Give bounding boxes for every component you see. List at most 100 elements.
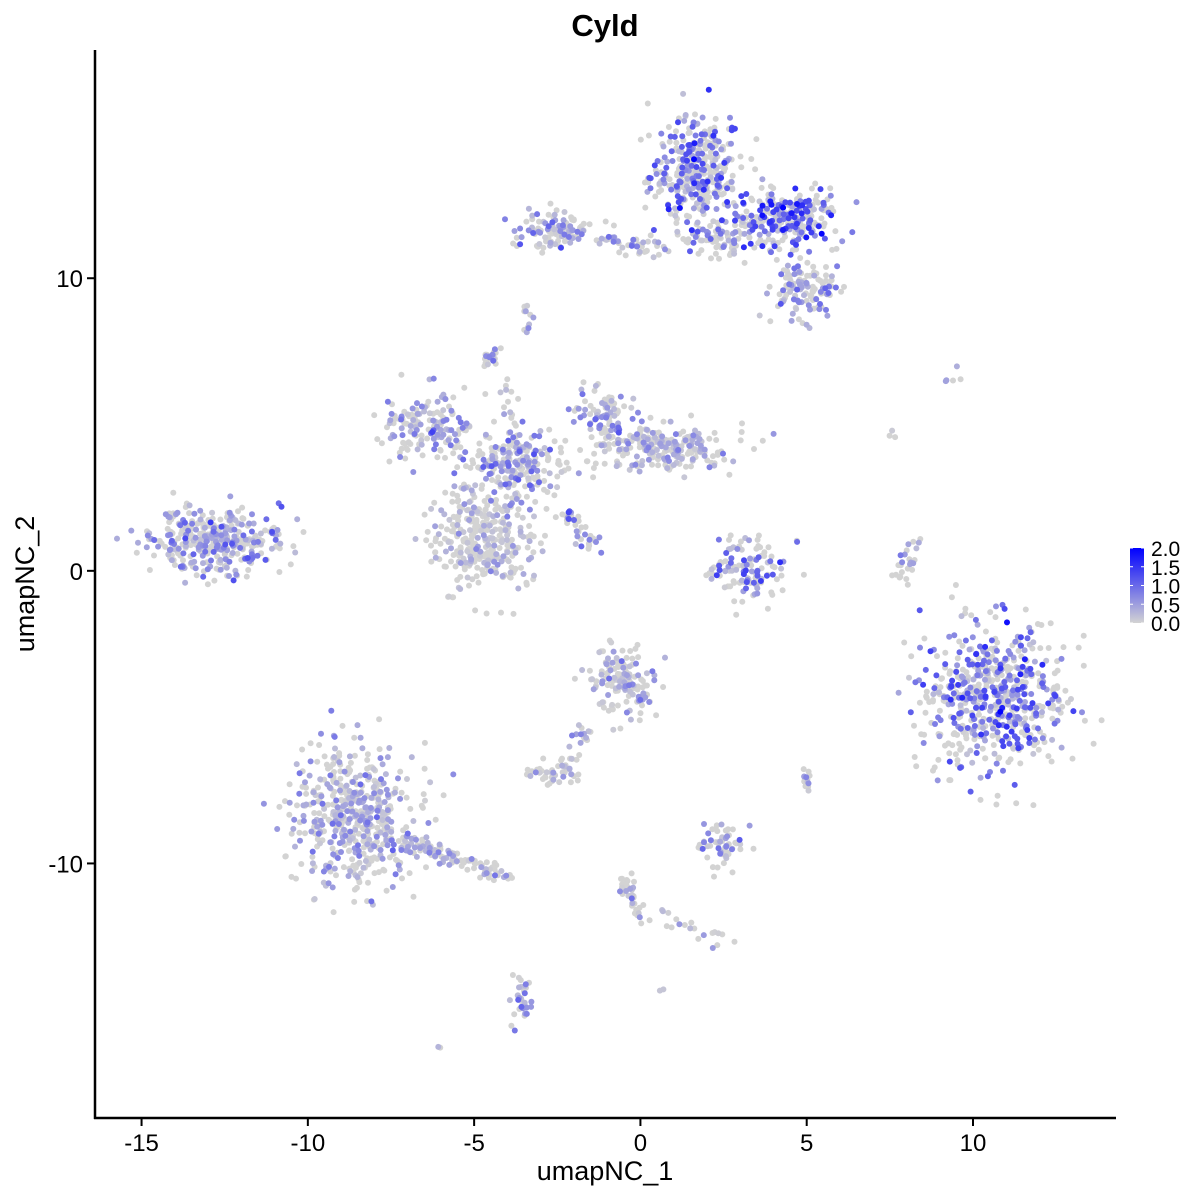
cell-point: [957, 746, 964, 753]
cell-point: [448, 407, 455, 414]
cell-point: [420, 791, 427, 798]
cell-point: [171, 562, 178, 568]
cell-point: [947, 668, 954, 675]
cell-point: [538, 451, 545, 458]
x-tick-label: -5: [463, 1130, 484, 1157]
cell-point: [586, 536, 593, 543]
cell-point: [613, 655, 620, 661]
cell-point: [650, 254, 657, 261]
cell-point: [739, 598, 746, 605]
cell-point: [146, 567, 153, 573]
cell-point: [668, 186, 675, 193]
cell-point: [754, 590, 761, 597]
cell-point: [773, 206, 780, 213]
cell-point: [551, 492, 558, 499]
cell-point: [473, 546, 480, 552]
cell-point: [722, 568, 729, 575]
cell-point: [708, 566, 715, 573]
cell-point: [519, 514, 526, 521]
cell-point: [591, 450, 598, 457]
cell-point: [582, 531, 588, 538]
cell-point: [532, 769, 539, 776]
cell-point: [277, 540, 284, 547]
cell-point: [946, 750, 953, 757]
cell-point: [1079, 709, 1085, 716]
cell-point: [569, 732, 575, 739]
cell-point: [723, 843, 730, 850]
cell-point: [226, 509, 233, 516]
cell-point: [505, 558, 512, 565]
cell-point: [953, 668, 960, 675]
cell-point: [1014, 677, 1020, 684]
cell-point: [722, 558, 729, 565]
cell-point: [898, 569, 905, 576]
cell-point: [327, 772, 334, 779]
cell-point: [425, 820, 432, 826]
cell-point: [318, 793, 325, 800]
cell-point: [642, 694, 649, 701]
cell-point: [468, 856, 475, 862]
cell-point: [364, 819, 371, 826]
cell-point: [732, 203, 739, 210]
cell-point: [468, 510, 475, 517]
cell-point: [337, 812, 344, 819]
cell-point: [1014, 714, 1021, 720]
cell-point: [757, 578, 764, 584]
cell-point: [956, 710, 963, 717]
cell-point: [720, 450, 726, 457]
cell-point: [662, 246, 668, 253]
cell-point: [432, 538, 439, 545]
cell-point: [799, 202, 806, 209]
cell-point: [509, 467, 516, 474]
cell-point: [536, 433, 543, 440]
cell-point: [319, 821, 326, 828]
cell-point: [964, 725, 971, 731]
cell-point: [638, 418, 645, 425]
cell-point: [966, 646, 973, 653]
cell-point: [949, 677, 956, 684]
cell-point: [133, 549, 140, 556]
cell-point: [598, 430, 605, 436]
cell-point: [114, 535, 120, 542]
cell-point: [1016, 697, 1023, 704]
cell-point: [379, 761, 386, 768]
cell-point: [917, 644, 923, 651]
cell-point: [218, 523, 225, 530]
cell-point: [438, 507, 445, 514]
cell-point: [450, 771, 457, 778]
cell-point: [547, 200, 554, 207]
cell-point: [461, 501, 468, 508]
cell-point: [384, 398, 391, 405]
cell-point: [517, 241, 524, 248]
cell-point: [306, 772, 313, 779]
cell-point: [942, 649, 949, 656]
cell-point: [771, 243, 778, 250]
cell-point: [362, 858, 369, 864]
cell-point: [751, 446, 757, 452]
cell-point: [706, 435, 713, 442]
cell-point: [933, 672, 940, 679]
cell-point: [992, 657, 999, 664]
cell-point: [509, 972, 516, 978]
cell-point: [384, 842, 391, 849]
cell-point: [714, 864, 721, 871]
cell-point: [982, 643, 989, 650]
cell-point: [982, 755, 989, 762]
cell-point: [506, 574, 513, 580]
cell-point: [347, 759, 354, 766]
cell-point: [207, 519, 214, 526]
cell-point: [578, 231, 585, 238]
cell-point: [456, 508, 463, 515]
cell-point: [768, 553, 775, 560]
cell-point: [959, 694, 966, 701]
cell-point: [587, 411, 594, 418]
cell-point: [528, 998, 535, 1005]
cell-point: [425, 398, 432, 405]
cell-point: [586, 667, 593, 674]
cell-point: [354, 722, 361, 729]
cell-point: [591, 387, 598, 394]
cell-point: [410, 818, 417, 824]
cell-point: [309, 848, 316, 855]
cell-point: [448, 558, 454, 565]
cell-point: [522, 981, 529, 988]
